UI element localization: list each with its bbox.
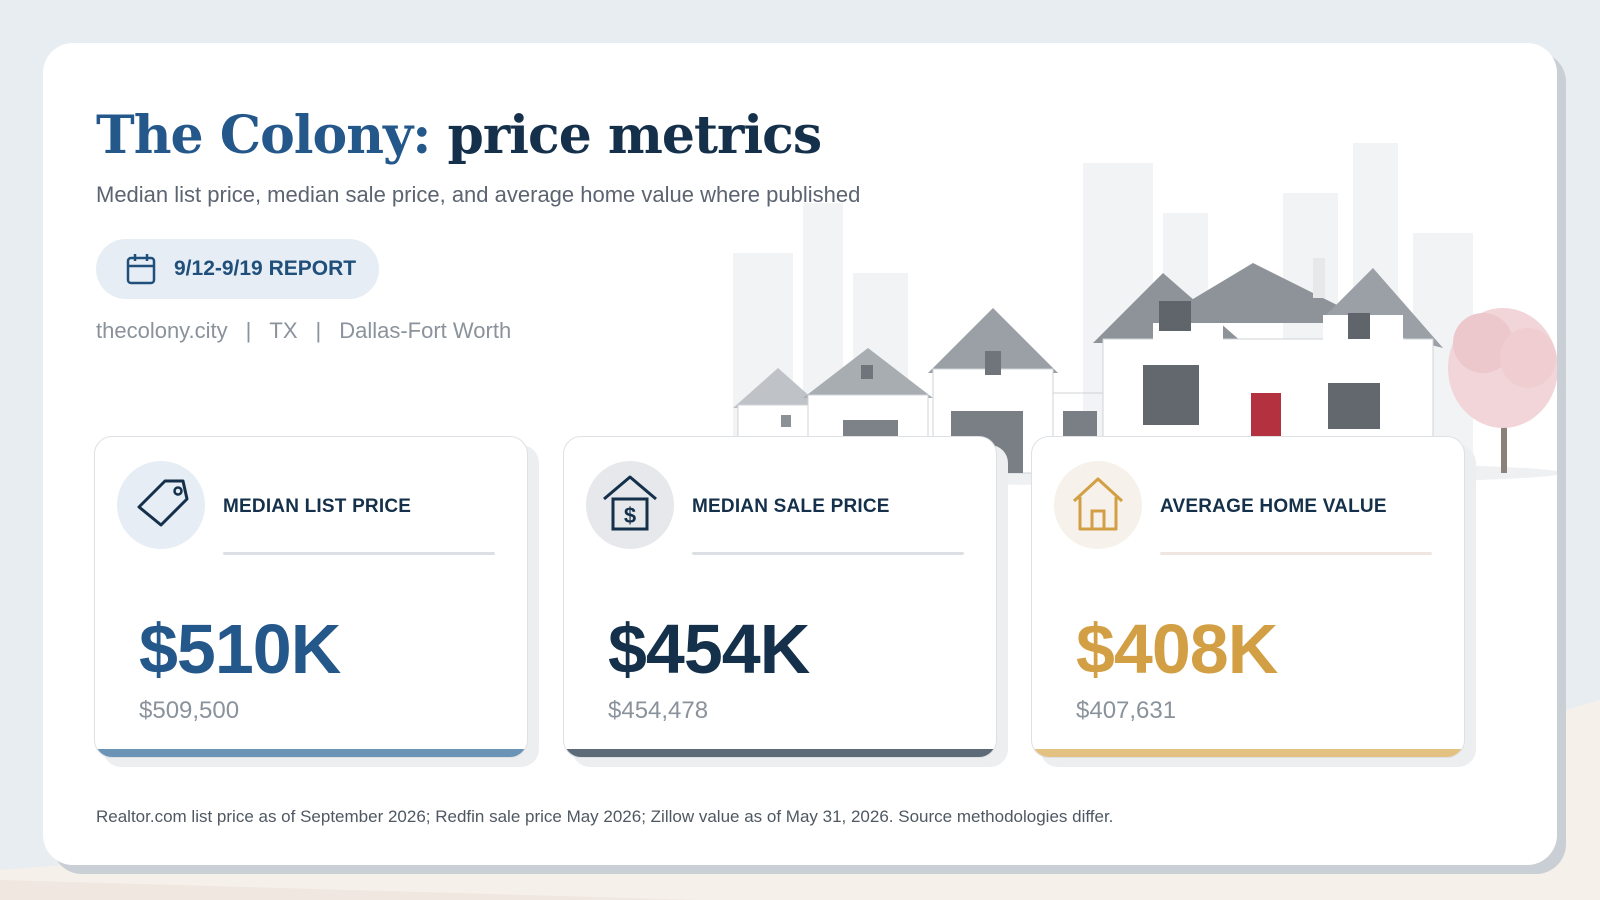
card-divider — [223, 552, 495, 555]
region-text: Dallas-Fort Worth — [339, 318, 512, 343]
card-value: $454K — [608, 610, 810, 688]
location-meta: thecolony.city | TX | Dallas-Fort Worth — [96, 318, 511, 344]
main-panel: The Colony: price metrics Median list pr… — [43, 43, 1557, 865]
card-label: AVERAGE HOME VALUE — [1160, 496, 1387, 517]
card-exact-value: $407,631 — [1076, 697, 1177, 724]
card-accent-bar — [564, 749, 996, 757]
card-divider — [1160, 552, 1432, 555]
house-dollar-icon: $ — [603, 475, 657, 531]
card-label: MEDIAN SALE PRICE — [692, 496, 890, 517]
meta-separator: | — [315, 318, 322, 343]
meta-separator: | — [245, 318, 252, 343]
card-icon-background — [117, 461, 205, 549]
metric-card-median-sale-price: $ MEDIAN SALE PRICE $454K $454,478 — [563, 436, 997, 758]
calendar-icon — [126, 254, 156, 285]
report-label: 9/12-9/19 REPORT — [174, 257, 357, 280]
card-value: $510K — [139, 610, 341, 688]
metric-card-median-list-price: MEDIAN LIST PRICE $510K $509,500 — [94, 436, 528, 758]
price-tag-icon — [137, 479, 189, 527]
card-label: MEDIAN LIST PRICE — [223, 496, 412, 517]
page-title: The Colony: price metrics — [96, 105, 823, 166]
card-exact-value: $509,500 — [139, 697, 240, 724]
website-text: thecolony.city — [96, 318, 228, 343]
state-text: TX — [269, 318, 298, 343]
report-badge: 9/12-9/19 REPORT — [96, 239, 379, 299]
title-accent: The Colony: — [96, 105, 431, 166]
card-value: $408K — [1076, 610, 1278, 688]
title-rest: price metrics — [447, 105, 823, 166]
home-icon — [1072, 477, 1124, 531]
metric-card-average-home-value: AVERAGE HOME VALUE $408K $407,631 — [1031, 436, 1465, 758]
card-accent-bar — [95, 749, 527, 757]
card-icon-background: $ — [586, 461, 674, 549]
card-accent-bar — [1032, 749, 1464, 757]
page-subtitle: Median list price, median sale price, an… — [96, 182, 861, 207]
svg-text:$: $ — [624, 503, 636, 528]
source-footnote: Realtor.com list price as of September 2… — [96, 807, 1114, 826]
card-icon-background — [1054, 461, 1142, 549]
card-divider — [692, 552, 964, 555]
card-exact-value: $454,478 — [608, 697, 709, 724]
